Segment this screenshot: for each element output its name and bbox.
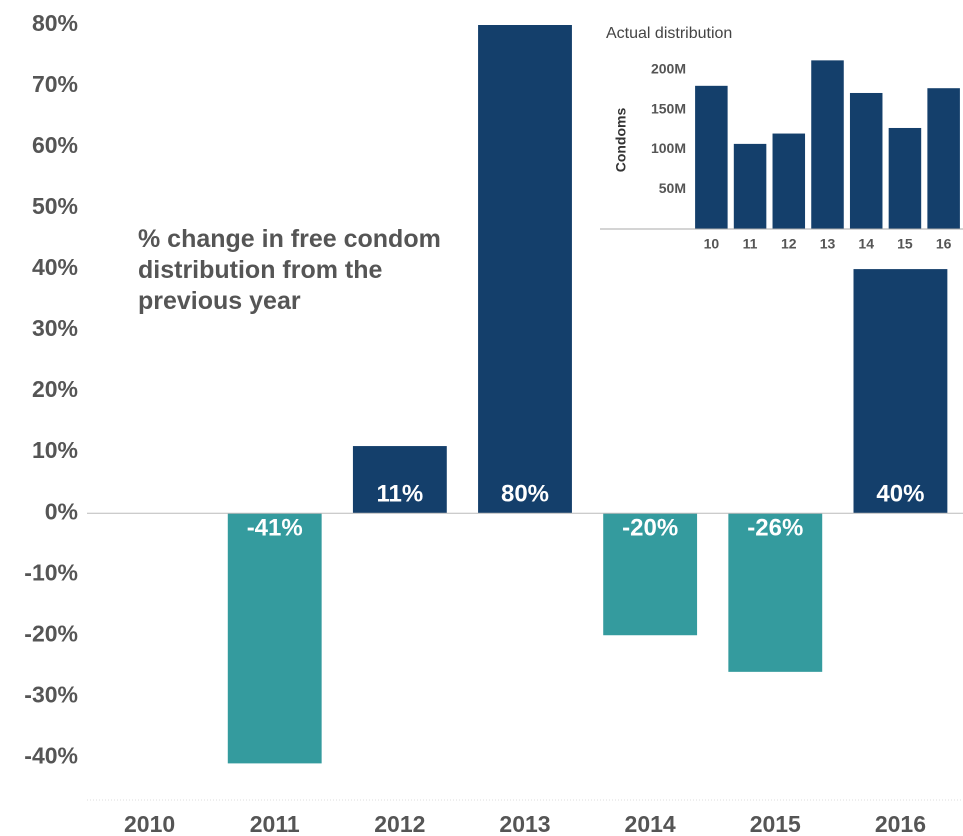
bar: [811, 60, 844, 230]
bar: [695, 85, 728, 230]
value-label: -26%: [747, 515, 803, 542]
y-tick-label: -40%: [24, 742, 78, 768]
bar: [478, 25, 572, 514]
y-tick-label: 150M: [651, 100, 686, 116]
x-tick-label: 12: [781, 236, 797, 252]
y-axis-label: Condoms: [613, 108, 629, 173]
x-tick-label: 2016: [875, 811, 926, 836]
x-tick-label: 14: [858, 236, 874, 252]
annotation: % change in free condom distribution fro…: [138, 225, 441, 315]
bar: [927, 88, 960, 229]
y-tick-label: 200M: [651, 61, 686, 77]
y-tick-label: 40%: [32, 254, 78, 280]
value-label: 80%: [501, 481, 549, 508]
bar: [733, 143, 767, 229]
y-tick-label: 30%: [32, 315, 78, 341]
bar: [227, 513, 322, 764]
y-tick-label: 0%: [45, 498, 78, 524]
bar: [728, 513, 823, 672]
y-tick-label: 70%: [32, 71, 78, 97]
bar: [352, 446, 447, 514]
y-tick-label: -10%: [24, 559, 78, 585]
y-tick-label: 10%: [32, 437, 78, 463]
y-tick-label: 20%: [32, 376, 78, 402]
value-label: 40%: [876, 481, 924, 508]
x-tick-label: 10: [704, 236, 720, 252]
x-tick-label: 2010: [124, 811, 175, 836]
y-tick-label: -30%: [24, 681, 78, 707]
x-tick-label: 11: [743, 236, 758, 252]
inset-title: Actual distribution: [606, 25, 732, 42]
y-tick-label: 60%: [32, 132, 78, 158]
y-tick-label: 50M: [659, 180, 686, 196]
bar: [772, 133, 806, 229]
x-tick-label: 2013: [499, 811, 550, 836]
value-label: -41%: [247, 515, 303, 542]
bar: [888, 127, 922, 229]
x-tick-label: 2014: [625, 811, 676, 836]
x-tick-label: 2012: [374, 811, 425, 836]
bar: [603, 513, 698, 636]
y-tick-label: 80%: [32, 10, 78, 36]
x-tick-label: 2011: [250, 811, 300, 836]
x-tick-label: 2015: [750, 811, 801, 836]
value-label: 11%: [376, 481, 423, 508]
bar: [853, 269, 948, 514]
bar: [849, 92, 883, 230]
y-tick-label: -20%: [24, 620, 78, 646]
y-tick-label: 50%: [32, 193, 78, 219]
x-tick-label: 13: [820, 236, 836, 252]
x-tick-label: 15: [897, 236, 913, 252]
x-tick-label: 16: [936, 236, 952, 252]
y-tick-label: 100M: [651, 140, 686, 156]
value-label: -20%: [622, 515, 678, 542]
